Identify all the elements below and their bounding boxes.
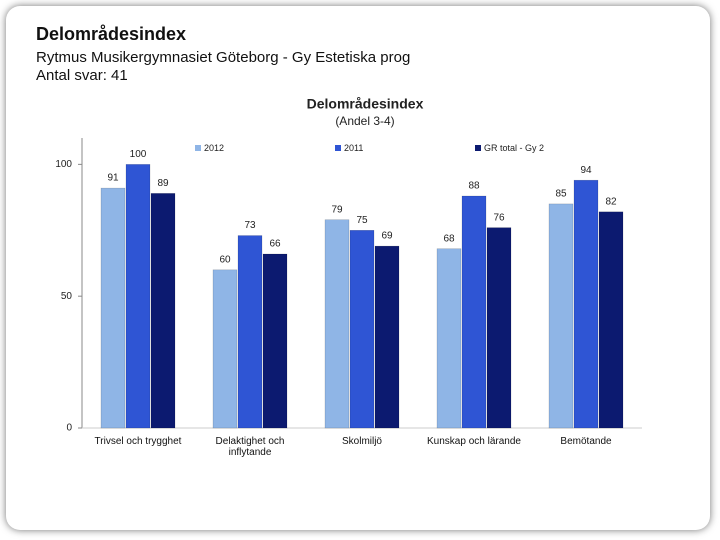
legend-swatch [195,145,201,151]
x-tick-label: Trivsel och trygghet [94,436,182,447]
value-label: 88 [468,181,480,192]
value-label: 82 [605,196,617,207]
value-label: 73 [244,220,256,231]
x-tick-label: Bemötande [560,436,612,447]
legend-swatch [335,145,341,151]
legend-swatch [475,145,481,151]
value-label: 94 [580,165,592,176]
bar [262,253,288,429]
legend-label: GR total - Gy 2 [484,143,544,153]
value-label: 69 [381,231,393,242]
y-tick-label: 50 [61,291,73,302]
value-label: 91 [107,173,119,184]
slide-title: Delområdesindex [36,24,187,44]
value-label: 85 [555,189,567,200]
value-label: 68 [443,233,455,244]
value-label: 66 [269,239,281,250]
bar [349,230,375,429]
x-tick-label: Kunskap och lärande [427,436,521,447]
legend-label: 2012 [204,143,224,153]
bar [125,164,151,429]
x-tick-label: Delaktighet och inflytande [215,436,285,458]
bar [436,248,462,429]
value-label: 89 [157,178,169,189]
bar [374,245,400,429]
value-label: 76 [493,212,505,223]
bar [548,203,574,429]
bar [237,235,263,429]
value-label: 100 [130,149,147,160]
y-tick-label: 100 [55,159,72,170]
bar [461,195,487,429]
chart-title: Delområdesindex [307,96,424,112]
value-label: 75 [356,215,368,226]
bar [150,193,176,429]
y-tick-label: 0 [66,423,72,434]
value-label: 60 [219,254,231,265]
legend-label: 2011 [344,143,363,153]
response-count: Antal svar: 41 [36,67,128,84]
value-label: 79 [331,204,343,215]
bar [324,219,350,429]
chart-subtitle: (Andel 3-4) [335,114,394,128]
bar [573,179,599,429]
bar [486,227,512,429]
bar [598,211,624,429]
bar [212,269,238,429]
x-tick-label: Skolmiljö [341,436,382,447]
slide-subtitle: Rytmus Musikergymnasiet Göteborg - Gy Es… [36,49,411,66]
bar [100,187,126,429]
